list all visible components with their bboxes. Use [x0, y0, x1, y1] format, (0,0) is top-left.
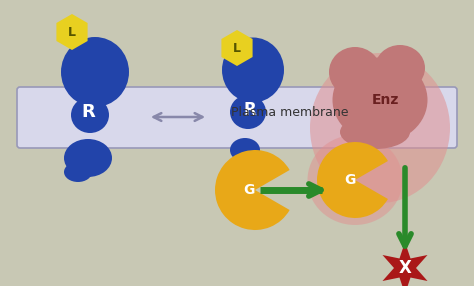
Ellipse shape: [308, 135, 402, 225]
Ellipse shape: [230, 138, 260, 162]
Text: Enz: Enz: [371, 93, 399, 107]
Text: G: G: [344, 173, 356, 187]
Wedge shape: [215, 150, 290, 230]
Text: Plasma membrane: Plasma membrane: [231, 106, 349, 118]
Ellipse shape: [71, 97, 109, 133]
Ellipse shape: [329, 47, 381, 97]
Wedge shape: [317, 142, 388, 218]
Ellipse shape: [61, 37, 129, 107]
Text: L: L: [233, 41, 241, 55]
Ellipse shape: [64, 162, 92, 182]
Polygon shape: [221, 30, 253, 66]
Ellipse shape: [230, 95, 266, 129]
Ellipse shape: [332, 57, 428, 142]
FancyBboxPatch shape: [17, 87, 457, 148]
Ellipse shape: [375, 45, 425, 91]
Text: R: R: [244, 101, 256, 119]
Text: R: R: [81, 103, 95, 121]
Text: G: G: [243, 183, 255, 197]
Polygon shape: [383, 242, 428, 286]
Ellipse shape: [310, 53, 450, 203]
Polygon shape: [56, 14, 88, 50]
Ellipse shape: [340, 115, 410, 149]
Text: L: L: [68, 25, 76, 39]
Text: X: X: [399, 259, 411, 277]
Ellipse shape: [222, 37, 284, 102]
Ellipse shape: [64, 139, 112, 177]
